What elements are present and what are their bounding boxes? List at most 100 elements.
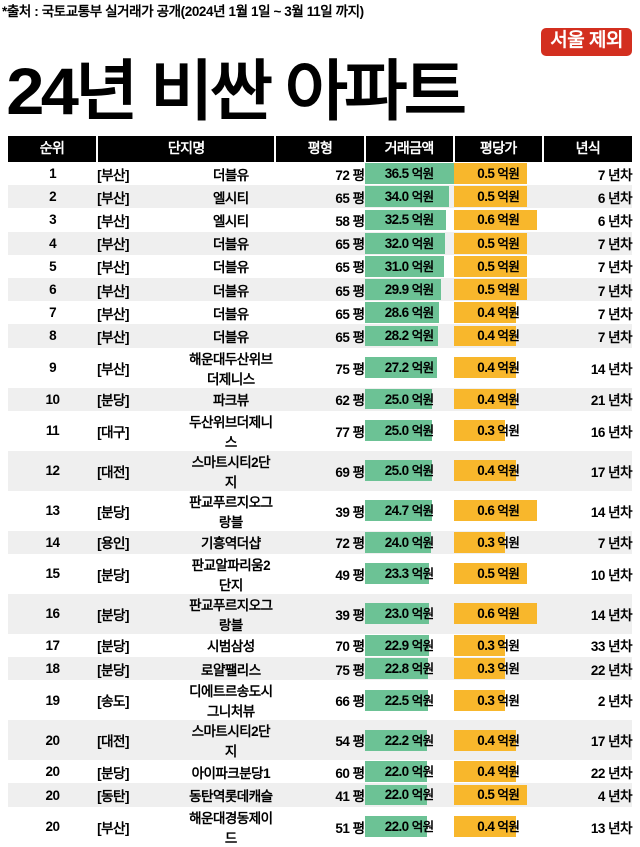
cell-region: [대전] [97,720,187,761]
cell-size: 65 평 [275,254,365,278]
cell-price-per-pyeong: 0.4 억원 [453,720,543,761]
price-value: 0.4 억원 [477,463,520,479]
cell-complex-name: 아이파크분당1 [186,760,276,784]
cell-rank: 9 [8,347,98,388]
cell-amount: 36.5 억원 [364,162,454,186]
price-bar [453,658,506,680]
cell-amount: 22.5 억원 [364,680,454,721]
amount-value: 32.5 억원 [384,212,434,228]
cell-region: [부산] [97,231,187,255]
cell-rank: 20 [8,760,98,784]
amount-bar [364,357,437,378]
price-value: 0.4 억원 [477,359,520,375]
table-row: 6 [부산] 더블유 65 평 29.9 억원 0.5 억원 7 년차 [8,277,633,302]
table-row: 9 [부산] 해운대두산위브더제니스 75 평 27.2 억원 0.4 억원 14 년차 [8,347,633,388]
cell-size: 66 평 [275,680,365,721]
cell-amount: 34.0 억원 [364,185,454,209]
cell-rank: 1 [8,162,98,186]
price-value: 0.3 억원 [477,661,520,677]
cell-amount: 24.0 억원 [364,530,454,554]
amount-bar [364,255,444,277]
amount-bar [364,420,433,442]
amount-value: 22.2 억원 [384,732,434,748]
table-row: 1 [부산] 더블유 72 평 36.5 억원 0.5 억원 7 년차 [8,162,633,186]
table-row: 4 [부산] 더블유 65 평 32.0 억원 0.5 억원 7 년차 [8,231,633,255]
cell-complex-name: 해운대경동제이드 [186,806,276,847]
cell-age: 6 년차 [542,185,633,209]
cell-amount: 22.8 억원 [364,657,454,681]
cell-amount: 25.0 억원 [364,387,454,411]
cell-size: 41 평 [275,783,365,807]
column-header-price: 평당가 [452,136,544,162]
column-header-rank: 순위 [8,136,99,162]
cell-age: 7 년차 [542,324,633,348]
cell-size: 75 평 [275,347,365,388]
cell-size: 39 평 [275,490,365,531]
price-bar [453,163,527,184]
cell-price-per-pyeong: 0.6 억원 [453,593,543,634]
cell-region: [부산] [97,162,187,186]
column-header-age: 년식 [541,136,632,162]
cell-age: 2 년차 [542,680,633,721]
cell-price-per-pyeong: 0.4 억원 [453,806,543,847]
cell-complex-name: 더블유 [186,324,276,348]
amount-bar [364,302,440,324]
cell-amount: 22.2 억원 [364,720,454,761]
price-bar [453,255,527,277]
table-row: 19 [송도] 디에트르송도시그니처뷰 66 평 22.5 억원 0.3 억원 2 년차 [8,680,633,721]
amount-value: 23.3 억원 [384,566,434,582]
amount-bar [364,689,428,711]
amount-bar [364,232,446,254]
cell-amount: 22.0 억원 [364,760,454,784]
cell-price-per-pyeong: 0.3 억원 [453,410,543,451]
amount-value: 22.0 억원 [384,764,434,780]
cell-complex-name: 시범삼성 [186,633,276,658]
cell-price-per-pyeong: 0.3 억원 [453,530,543,554]
cell-price-per-pyeong: 0.5 억원 [453,254,543,278]
cell-complex-name: 스마트시티2단지 [186,720,276,761]
price-value: 0.3 억원 [477,637,520,653]
price-bar [453,563,527,585]
ranking-table: 순위 단지명 평형 거래금액 평당가 년식 1 [부산] 더블유 72 평 36.5 억… [8,136,633,847]
cell-size: 49 평 [275,553,365,594]
cell-price-per-pyeong: 0.4 억원 [453,324,543,348]
cell-size: 65 평 [275,231,365,255]
cell-size: 69 평 [275,450,365,491]
amount-value: 27.2 억원 [384,359,434,375]
amount-bar [364,460,433,482]
cell-region: [분당] [97,387,187,411]
cell-size: 77 평 [275,410,365,451]
price-bar [453,357,517,378]
cell-age: 7 년차 [542,530,633,554]
cell-rank: 15 [8,553,98,594]
price-value: 0.5 억원 [477,166,520,181]
amount-bar [364,603,429,625]
column-header-amount: 거래금액 [363,136,455,162]
amount-value: 22.8 억원 [384,661,434,677]
table-row: 5 [부산] 더블유 65 평 31.0 억원 0.5 억원 7 년차 [8,254,633,278]
amount-bar [364,388,433,410]
cell-age: 7 년차 [542,301,633,325]
cell-complex-name: 파크뷰 [186,387,276,411]
cell-amount: 31.0 억원 [364,254,454,278]
cell-region: [분당] [97,760,187,784]
price-bar [453,689,506,711]
price-value: 0.5 억원 [477,235,520,251]
cell-size: 39 평 [275,593,365,634]
cell-region: [부산] [97,347,187,388]
cell-price-per-pyeong: 0.6 억원 [453,208,543,232]
cell-complex-name: 엘시티 [186,208,276,232]
amount-value: 25.0 억원 [384,463,434,479]
cell-size: 58 평 [275,208,365,232]
cell-price-per-pyeong: 0.4 억원 [453,347,543,388]
source-note: *출처 : 국토교통부 실거래가 공개(2024년 1월 1일 ~ 3월 11일… [2,4,364,19]
amount-value: 24.0 억원 [384,534,434,550]
price-bar [453,232,527,254]
cell-size: 75 평 [275,657,365,681]
cell-price-per-pyeong: 0.5 억원 [453,162,543,186]
amount-bar [364,635,429,656]
column-header-size: 평형 [274,136,366,162]
cell-amount: 29.9 억원 [364,277,454,302]
table-row: 15 [분당] 판교알파리움2단지 49 평 23.3 억원 0.5 억원 10 년차 [8,553,633,594]
cell-region: [분당] [97,553,187,594]
